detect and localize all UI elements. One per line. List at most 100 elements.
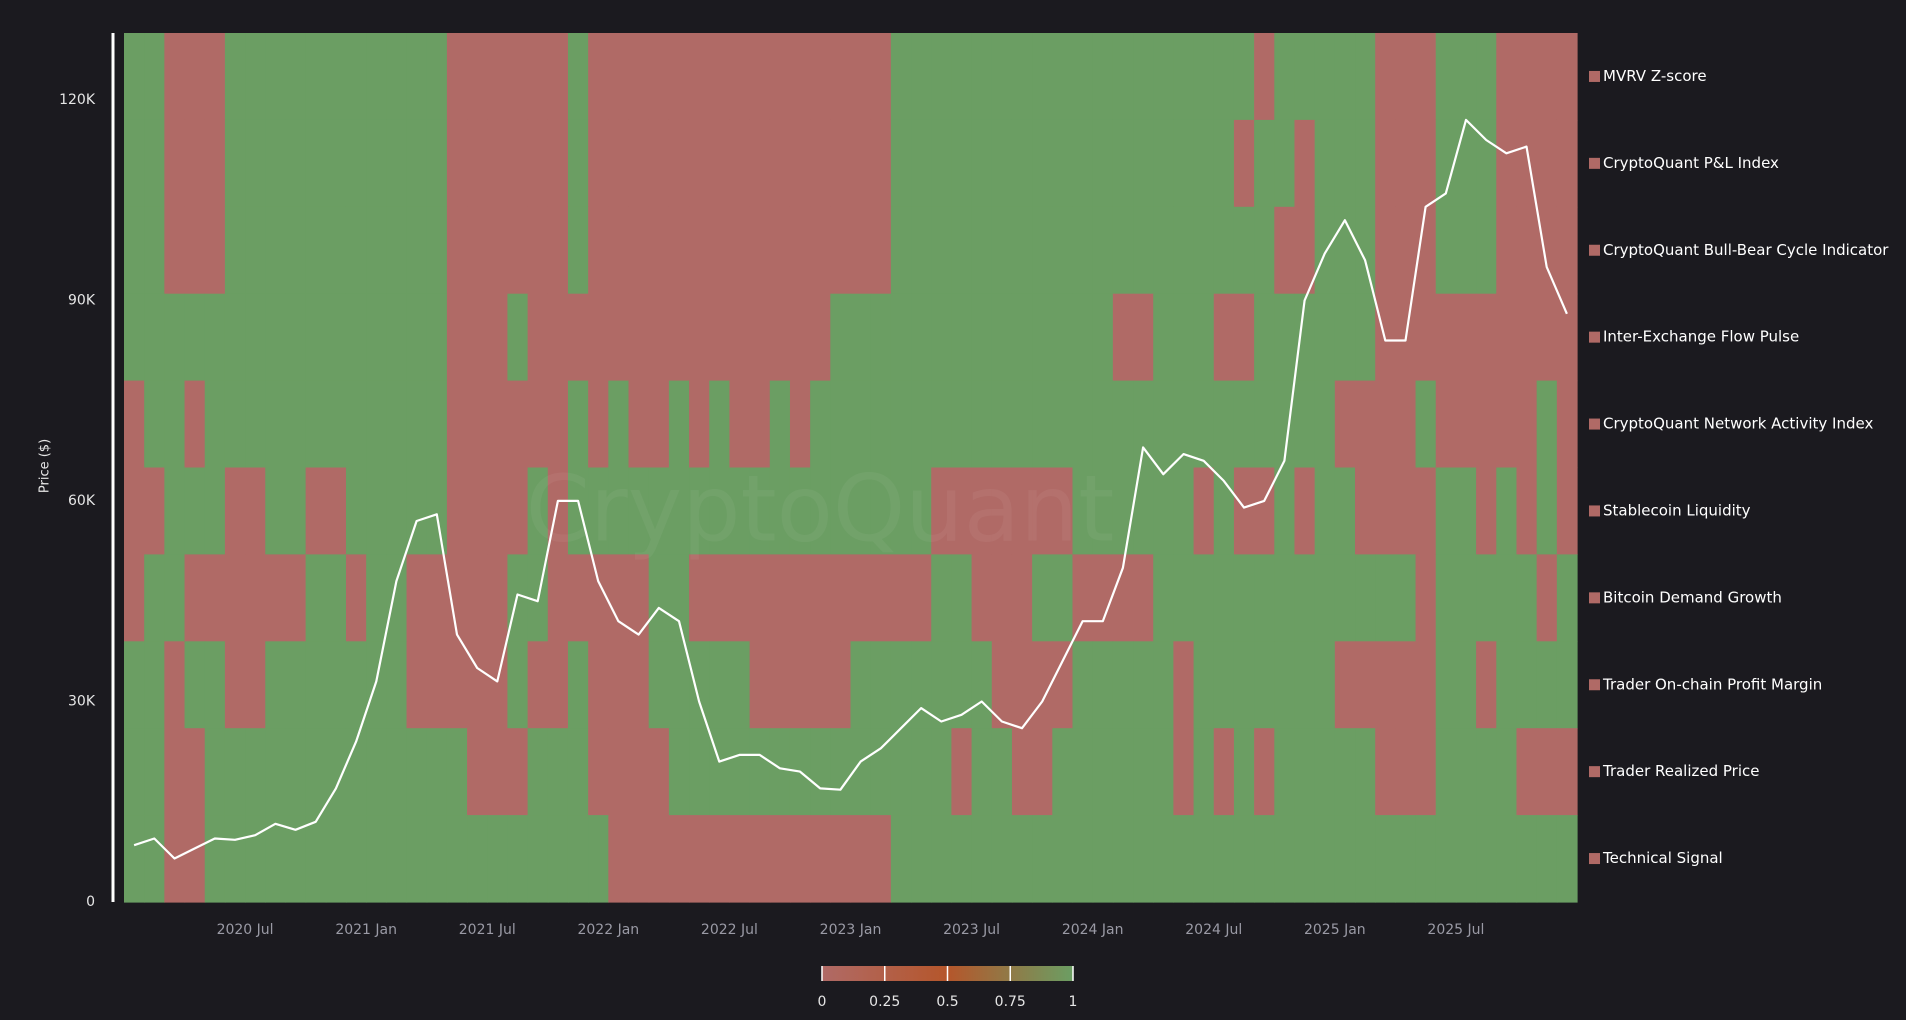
heat-cell [991, 119, 1013, 208]
heat-cell [1294, 206, 1316, 295]
heat-cell [567, 293, 589, 382]
heat-cell [144, 641, 165, 729]
heat-cell [1294, 554, 1316, 642]
heat-cell [709, 119, 731, 208]
heat-cell [1334, 554, 1356, 642]
heat-cell [1556, 293, 1578, 382]
heat-cell [1395, 467, 1417, 555]
heat-cell [1355, 380, 1376, 469]
heat-cell [689, 467, 710, 555]
heat-cell [608, 641, 630, 729]
heat-cell [386, 467, 408, 555]
heat-cell [1133, 119, 1154, 208]
heat-cell [729, 815, 751, 903]
heat-cell [729, 293, 751, 382]
heat-cell [951, 641, 973, 729]
heat-cell [1496, 554, 1518, 642]
heat-cell [1536, 554, 1558, 642]
heat-cell [124, 293, 145, 382]
heat-cell [769, 293, 791, 382]
heat-cell [1052, 815, 1074, 903]
heat-cell [830, 119, 852, 208]
heat-cell [890, 728, 912, 816]
legend-marker [1589, 505, 1600, 517]
heat-cell [325, 119, 347, 208]
heat-cell [1355, 293, 1376, 382]
heat-cell [1395, 815, 1417, 903]
heat-cell [1112, 641, 1134, 729]
heat-cell [406, 33, 428, 121]
heat-cell [931, 641, 953, 729]
heat-cell [406, 641, 428, 729]
heat-cell [810, 293, 831, 382]
heat-cell [1072, 380, 1094, 469]
heat-cell [1435, 206, 1457, 295]
heat-cell [1193, 119, 1215, 208]
heat-cell [588, 467, 609, 555]
heat-cell [789, 33, 811, 121]
heat-cell [305, 380, 327, 469]
heat-cell [810, 467, 831, 555]
y-tick-label: 90K [68, 292, 96, 308]
heat-cell [1375, 641, 1396, 729]
heat-cell [567, 33, 589, 121]
heat-cell [729, 467, 751, 555]
heat-cell [1072, 554, 1094, 642]
heat-cell [1213, 293, 1235, 382]
heat-cell [144, 206, 165, 295]
heat-cell [366, 33, 387, 121]
heat-cell [1476, 380, 1497, 469]
y-tick-label: 30K [68, 693, 96, 709]
heat-cell [1375, 467, 1396, 555]
heat-cell [1254, 293, 1275, 382]
heat-cell [1476, 728, 1497, 816]
heat-cell [184, 467, 206, 555]
heat-cell [184, 554, 206, 642]
x-tick-label: 2025 Jul [1427, 922, 1484, 938]
heat-cell [1173, 380, 1195, 469]
heat-cell [1153, 293, 1174, 382]
heat-cell [1133, 467, 1154, 555]
heat-cell [567, 641, 589, 729]
heat-cell [305, 293, 327, 382]
heat-cell [951, 815, 973, 903]
heat-cell [366, 815, 387, 903]
heat-cell [890, 554, 912, 642]
heat-cell [951, 554, 973, 642]
heat-cell [1112, 206, 1134, 295]
heat-cell [1052, 467, 1074, 555]
heat-cell [1153, 728, 1174, 816]
heat-cell [426, 293, 448, 382]
heat-cell [810, 33, 831, 121]
heat-cell [487, 467, 509, 555]
heat-cell [245, 119, 266, 208]
heat-cell [426, 641, 448, 729]
heat-cell [1496, 119, 1518, 208]
heat-cell [1072, 119, 1094, 208]
heat-cell [124, 554, 145, 642]
heat-cell [507, 728, 529, 816]
heat-cell [971, 380, 993, 469]
heat-cell [1435, 641, 1457, 729]
heat-cell [1092, 33, 1114, 121]
heat-cell [1435, 728, 1457, 816]
heat-cell [971, 815, 993, 903]
heat-cell [1032, 815, 1053, 903]
heat-cell [588, 554, 609, 642]
heat-cell [911, 641, 932, 729]
heat-cell [1072, 33, 1094, 121]
heat-cell [1476, 293, 1497, 382]
heat-cell [1233, 380, 1255, 469]
heat-cell [1556, 467, 1578, 555]
heat-cell [1334, 467, 1356, 555]
heat-cell [386, 641, 408, 729]
heat-cell [1395, 728, 1417, 816]
heat-cell [1355, 206, 1376, 295]
heat-cell [1476, 206, 1497, 295]
heat-cell [1476, 119, 1497, 208]
heat-cell [1233, 728, 1255, 816]
heat-cell [830, 641, 852, 729]
heat-cell [446, 206, 468, 295]
heat-cell [689, 380, 710, 469]
heat-cell [1072, 467, 1094, 555]
